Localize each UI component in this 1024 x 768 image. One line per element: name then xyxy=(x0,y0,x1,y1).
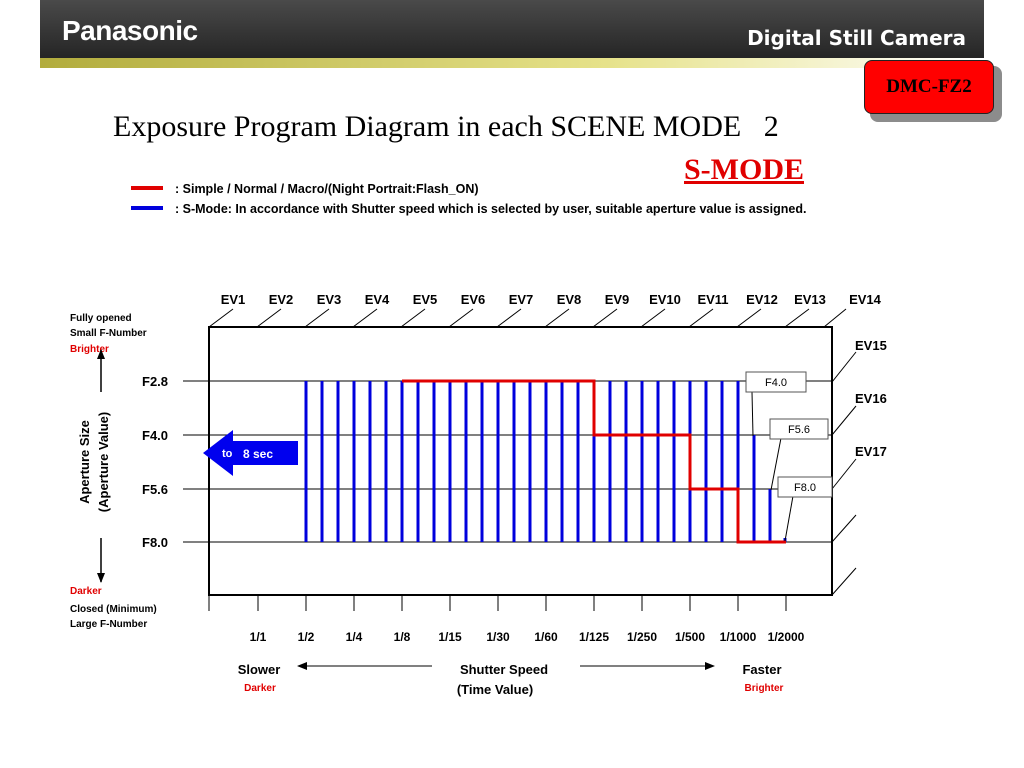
legend-blue-line xyxy=(131,206,163,210)
ev-diagonal xyxy=(496,308,522,328)
ev-label-right: EV16 xyxy=(855,391,887,406)
header-bar xyxy=(40,0,984,58)
x-label-slower: Slower xyxy=(238,662,281,677)
ev-diagonal-right xyxy=(831,351,857,383)
to-label: to xyxy=(222,448,233,460)
callout-f56-leader xyxy=(770,437,782,491)
shutter-tick-label: 1/4 xyxy=(346,630,363,644)
x-label-darker: Darker xyxy=(244,683,276,694)
ev-label-right: EV17 xyxy=(855,444,887,459)
callout-f80-leader xyxy=(784,495,794,542)
ev-label: EV6 xyxy=(461,292,486,307)
aperture-tick-label: F4.0 xyxy=(142,428,168,443)
shutter-tick-label: 1/60 xyxy=(534,630,558,644)
ev-diagonal xyxy=(784,308,810,328)
ev-label: EV13 xyxy=(794,292,826,307)
model-badge: DMC-FZ2 xyxy=(864,60,1002,122)
callout-f40-text: F4.0 xyxy=(765,377,787,389)
ev-diagonal xyxy=(640,308,666,328)
ev-label: EV14 xyxy=(849,292,882,307)
label-large-f-number: Large F-Number xyxy=(70,619,147,630)
aperture-tick-label: F8.0 xyxy=(142,535,168,550)
callout-f80 xyxy=(777,476,833,498)
ev-diagonal-right xyxy=(831,458,857,490)
eight-sec-label: 8 sec xyxy=(243,447,273,461)
callout-f80-text: F8.0 xyxy=(794,482,816,494)
page-title: Exposure Program Diagram in each SCENE M… xyxy=(113,110,779,143)
label-closed-minimum: Closed (Minimum) xyxy=(70,604,157,615)
x-label-brighter: Brighter xyxy=(745,683,784,694)
ev-label: EV10 xyxy=(649,292,681,307)
ev-diagonal-right xyxy=(831,405,857,436)
brand-logo: Panasonic xyxy=(62,15,198,46)
product-title: Digital Still Camera xyxy=(747,26,966,50)
ev-label: EV11 xyxy=(697,292,728,307)
ev-diagonal xyxy=(304,308,330,328)
ev-diagonal xyxy=(823,308,847,328)
ev-label: EV3 xyxy=(317,292,342,307)
ev-label: EV9 xyxy=(605,292,630,307)
shutter-tick-label: 1/2000 xyxy=(768,630,805,644)
legend-red-line xyxy=(131,186,163,190)
label-brighter-left: Brighter xyxy=(70,344,109,355)
shutter-tick-label: 1/1000 xyxy=(720,630,757,644)
ev-diagonal xyxy=(208,308,234,328)
ev-diagonal xyxy=(448,308,474,328)
shutter-tick-label: 1/8 xyxy=(394,630,411,644)
shutter-tick-label: 1/15 xyxy=(438,630,462,644)
shutter-tick-label: 1/500 xyxy=(675,630,705,644)
ev-diagonal xyxy=(688,308,714,328)
ev-diagonal-right xyxy=(831,567,857,596)
shutter-tick-label: 1/250 xyxy=(627,630,657,644)
ev-diagonal xyxy=(352,308,378,328)
ev-label: EV1 xyxy=(221,292,246,307)
label-darker-left: Darker xyxy=(70,586,102,597)
ev-label: EV5 xyxy=(413,292,438,307)
ev-diagonal xyxy=(256,308,282,328)
ev-label: EV12 xyxy=(746,292,778,307)
ev-diagonal-right xyxy=(831,514,857,543)
ev-diagonal xyxy=(400,308,426,328)
ev-label: EV8 xyxy=(557,292,582,307)
y-axis-title-line1: Aperture Size xyxy=(77,420,92,504)
callout-f56-text: F5.6 xyxy=(788,424,810,436)
ev-label: EV7 xyxy=(509,292,534,307)
shutter-tick-label: 1/125 xyxy=(579,630,609,644)
mode-label: S-MODE xyxy=(684,153,804,186)
legend-blue-text: : S-Mode: In accordance with Shutter spe… xyxy=(175,202,807,216)
shutter-tick-label: 1/30 xyxy=(486,630,510,644)
aperture-tick-label: F5.6 xyxy=(142,482,168,497)
model-badge-label: DMC-FZ2 xyxy=(864,60,994,114)
shutter-tick-label: 1/1 xyxy=(250,630,267,644)
ev-diagonal xyxy=(544,308,570,328)
to-8-sec-arrow xyxy=(203,430,298,476)
ev-diagonal xyxy=(592,308,618,328)
x-axis-subtitle: (Time Value) xyxy=(457,682,533,697)
ev-label-right: EV15 xyxy=(855,338,887,353)
callout-f56 xyxy=(769,418,829,440)
y-axis-title-line2: (Aperture Value) xyxy=(96,412,111,512)
x-label-faster: Faster xyxy=(742,662,781,677)
label-fully-opened: Fully opened xyxy=(70,313,132,324)
ev-label: EV2 xyxy=(269,292,294,307)
ev-diagonal xyxy=(736,308,762,328)
callout-f40-leader xyxy=(751,391,754,437)
legend-red-text: : Simple / Normal / Macro/(Night Portrai… xyxy=(175,182,479,196)
callout-f40 xyxy=(745,371,807,393)
x-axis-title: Shutter Speed xyxy=(460,662,548,677)
aperture-tick-label: F2.8 xyxy=(142,374,168,389)
program-line xyxy=(402,379,786,544)
shutter-tick-label: 1/2 xyxy=(298,630,315,644)
plot-frame xyxy=(208,326,833,596)
header-accent-strip xyxy=(40,58,984,68)
ev-label: EV4 xyxy=(365,292,390,307)
label-small-f-number: Small F-Number xyxy=(70,328,147,339)
